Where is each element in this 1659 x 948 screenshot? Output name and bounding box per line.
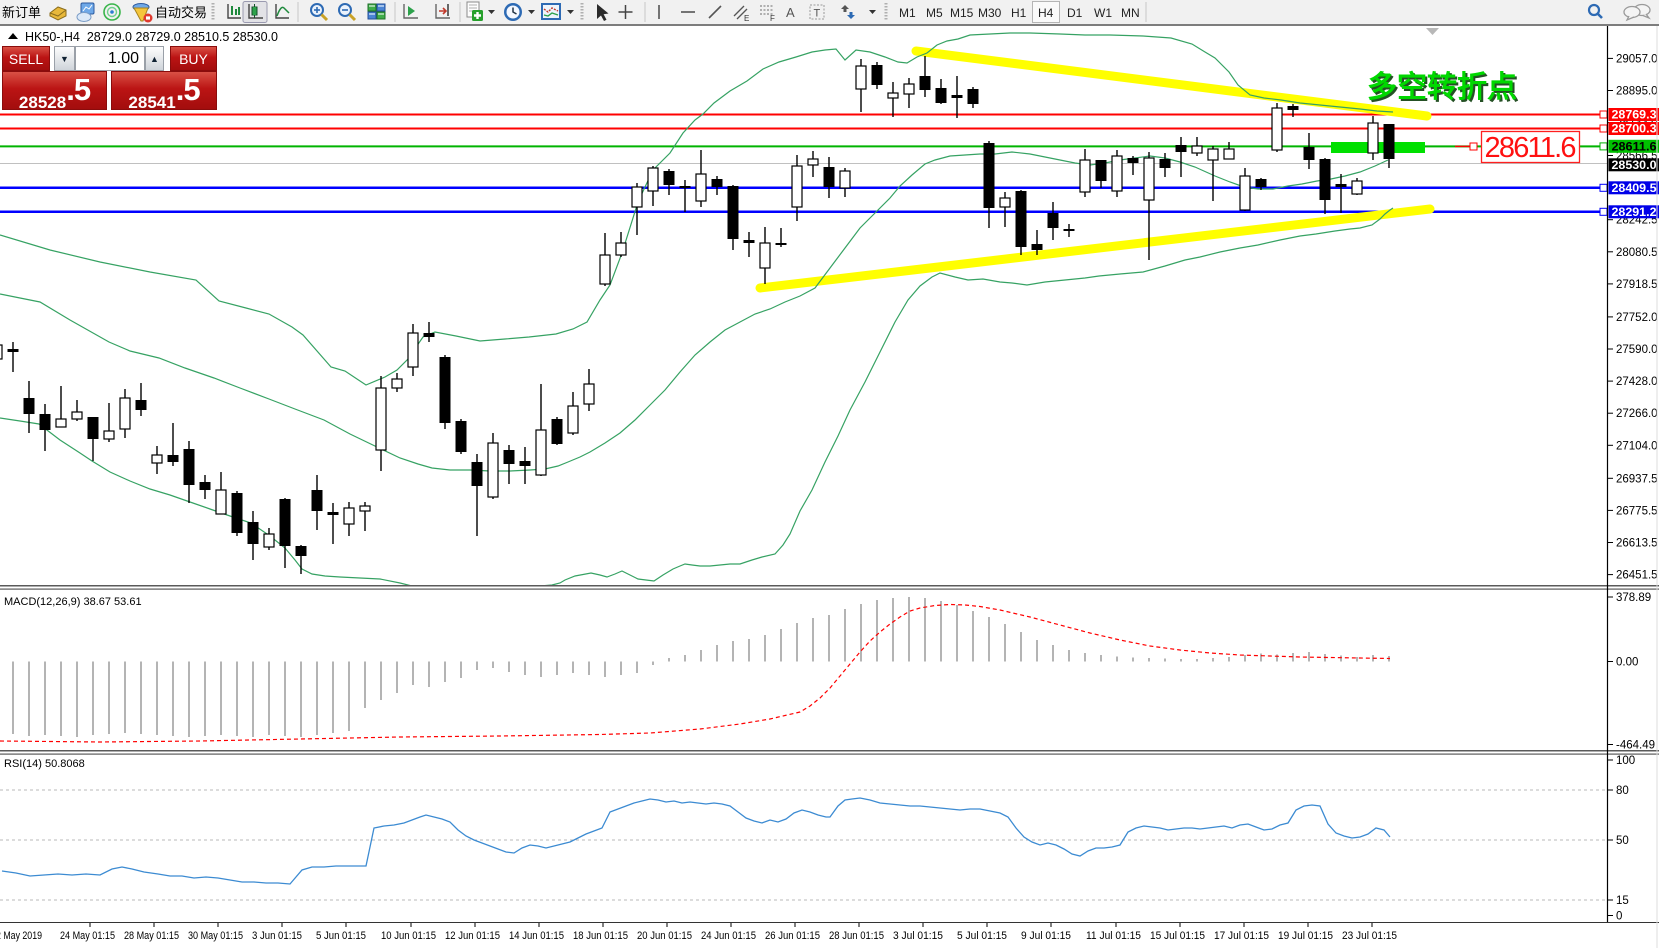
svg-text:MACD(12,26,9) 38.67 53.61: MACD(12,26,9) 38.67 53.61 bbox=[4, 596, 142, 608]
svg-text:28611.6: 28611.6 bbox=[1612, 140, 1657, 154]
svg-text:5 Jul 01:15: 5 Jul 01:15 bbox=[957, 930, 1007, 942]
svg-text:28 Jun 01:15: 28 Jun 01:15 bbox=[829, 930, 884, 942]
svg-text:378.89: 378.89 bbox=[1616, 592, 1651, 604]
svg-text:W1: W1 bbox=[1094, 6, 1112, 20]
svg-text:29057.0: 29057.0 bbox=[1616, 53, 1658, 65]
svg-text:27104.0: 27104.0 bbox=[1616, 440, 1658, 452]
svg-text:50: 50 bbox=[1616, 835, 1629, 847]
svg-text:-464.49: -464.49 bbox=[1616, 740, 1655, 752]
svg-text:80: 80 bbox=[1616, 785, 1629, 797]
svg-text:自动交易: 自动交易 bbox=[155, 5, 207, 20]
svg-text:3 Jul 01:15: 3 Jul 01:15 bbox=[893, 930, 943, 942]
svg-text:24 May 01:15: 24 May 01:15 bbox=[60, 930, 115, 942]
svg-text:28080.5: 28080.5 bbox=[1616, 247, 1658, 259]
svg-text:20 Jun 01:15: 20 Jun 01:15 bbox=[637, 930, 692, 942]
svg-text:0.00: 0.00 bbox=[1616, 657, 1638, 669]
svg-text:28409.5: 28409.5 bbox=[1612, 181, 1657, 195]
svg-text:28895.0: 28895.0 bbox=[1616, 86, 1658, 98]
svg-text:H4: H4 bbox=[1038, 6, 1054, 20]
svg-text:28530.0: 28530.0 bbox=[1612, 158, 1657, 172]
svg-text:0: 0 bbox=[1616, 911, 1622, 923]
svg-text:30 May 01:15: 30 May 01:15 bbox=[188, 930, 243, 942]
svg-text:9 Jul 01:15: 9 Jul 01:15 bbox=[1021, 930, 1071, 942]
svg-text:F: F bbox=[770, 14, 775, 23]
svg-text:27590.0: 27590.0 bbox=[1616, 344, 1658, 356]
svg-text:多空转折点: 多空转折点 bbox=[1369, 73, 1519, 106]
svg-text:2 May 2019: 2 May 2019 bbox=[0, 930, 42, 942]
svg-text:RSI(14) 50.8068: RSI(14) 50.8068 bbox=[4, 758, 85, 770]
svg-text:15: 15 bbox=[1616, 895, 1629, 907]
svg-text:26 Jun 01:15: 26 Jun 01:15 bbox=[765, 930, 820, 942]
svg-text:12 Jun 01:15: 12 Jun 01:15 bbox=[445, 930, 500, 942]
svg-text:新订单: 新订单 bbox=[2, 5, 41, 20]
svg-text:27428.0: 27428.0 bbox=[1616, 376, 1658, 388]
svg-text:28611.6: 28611.6 bbox=[1485, 132, 1577, 164]
svg-text:M5: M5 bbox=[926, 6, 943, 20]
svg-text:26937.5: 26937.5 bbox=[1616, 473, 1658, 485]
svg-text:28769.3: 28769.3 bbox=[1612, 108, 1657, 122]
svg-text:M1: M1 bbox=[899, 6, 916, 20]
svg-text:M30: M30 bbox=[978, 6, 1002, 20]
svg-text:17 Jul 01:15: 17 Jul 01:15 bbox=[1214, 930, 1269, 942]
svg-text:24 Jun 01:15: 24 Jun 01:15 bbox=[701, 930, 756, 942]
svg-text:27752.0: 27752.0 bbox=[1616, 312, 1658, 324]
svg-text:10 Jun 01:15: 10 Jun 01:15 bbox=[381, 930, 436, 942]
svg-text:H1: H1 bbox=[1011, 6, 1027, 20]
svg-text:19 Jul 01:15: 19 Jul 01:15 bbox=[1278, 930, 1333, 942]
svg-text:11 Jul 01:15: 11 Jul 01:15 bbox=[1086, 930, 1141, 942]
svg-text:28700.3: 28700.3 bbox=[1612, 122, 1657, 136]
svg-text:18 Jun 01:15: 18 Jun 01:15 bbox=[573, 930, 628, 942]
svg-text:27918.5: 27918.5 bbox=[1616, 279, 1658, 291]
svg-text:T: T bbox=[814, 8, 821, 20]
svg-text:E: E bbox=[744, 14, 749, 23]
svg-text:MN: MN bbox=[1121, 6, 1140, 20]
svg-text:14 Jun 01:15: 14 Jun 01:15 bbox=[509, 930, 564, 942]
svg-text:15 Jul 01:15: 15 Jul 01:15 bbox=[1150, 930, 1205, 942]
svg-text:5 Jun 01:15: 5 Jun 01:15 bbox=[316, 930, 366, 942]
svg-text:3 Jun 01:15: 3 Jun 01:15 bbox=[252, 930, 302, 942]
svg-text:M15: M15 bbox=[950, 6, 974, 20]
svg-text:27266.0: 27266.0 bbox=[1616, 408, 1658, 420]
svg-text:26451.5: 26451.5 bbox=[1616, 570, 1658, 582]
svg-text:A: A bbox=[786, 5, 795, 20]
svg-text:28 May 01:15: 28 May 01:15 bbox=[124, 930, 179, 942]
svg-text:23 Jul 01:15: 23 Jul 01:15 bbox=[1342, 930, 1397, 942]
svg-text:100: 100 bbox=[1616, 755, 1635, 767]
svg-text:26613.5: 26613.5 bbox=[1616, 538, 1658, 550]
svg-text:HK50-,H4 28729.0 28729.0 2851: HK50-,H4 28729.0 28729.0 28510.5 28530.0 bbox=[25, 30, 278, 44]
svg-text:多空转折点: 多空转折点 bbox=[1367, 71, 1517, 104]
svg-text:26775.5: 26775.5 bbox=[1616, 505, 1658, 517]
svg-text:28291.2: 28291.2 bbox=[1612, 205, 1657, 219]
svg-text:D1: D1 bbox=[1067, 6, 1083, 20]
